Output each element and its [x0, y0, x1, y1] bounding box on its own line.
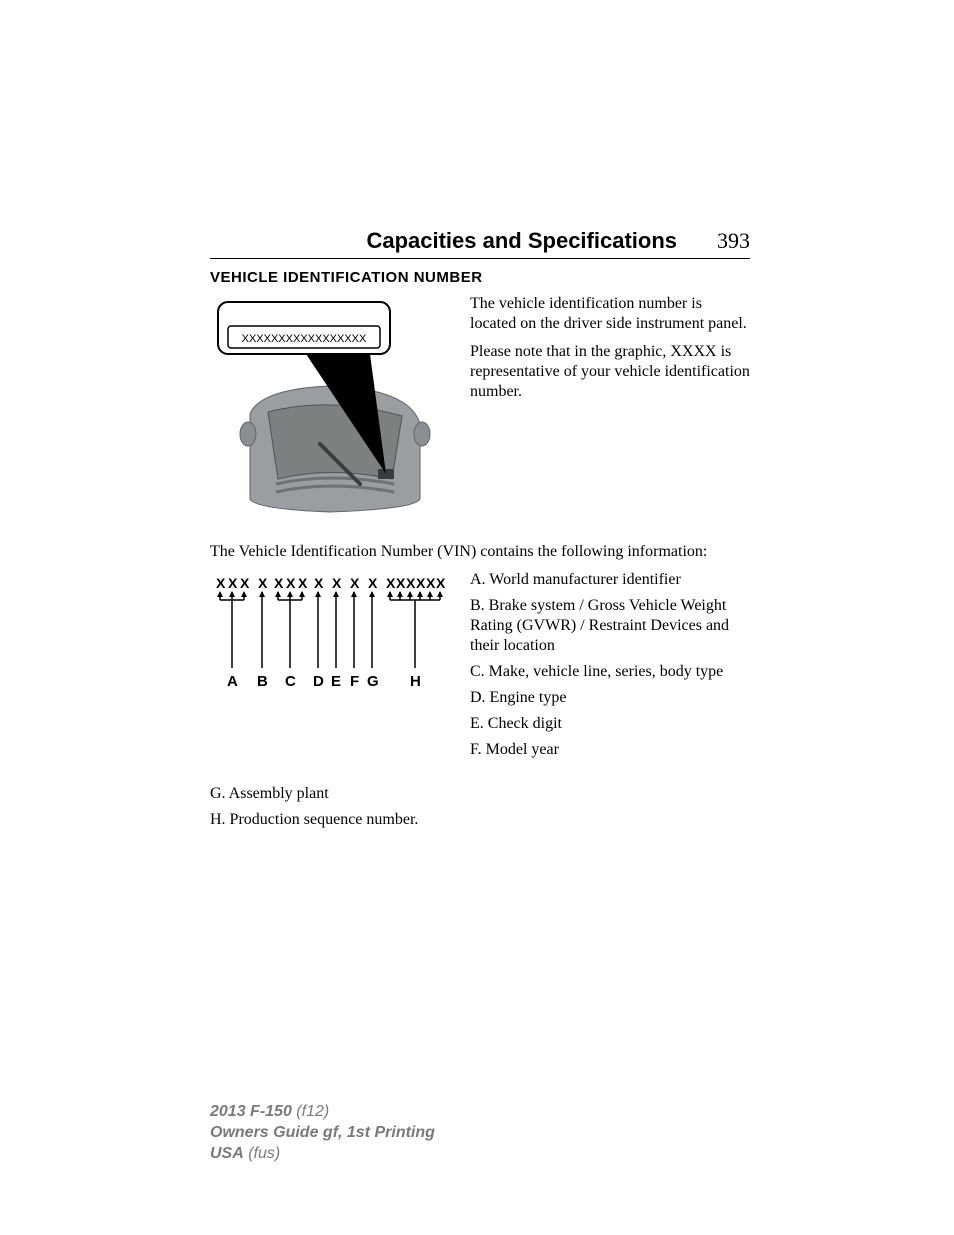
svg-text:A B C: A B C D E F G H: [227, 673, 421, 690]
legend-H: H. Production sequence number.: [210, 810, 750, 830]
page-header: Capacities and Specifications 393: [210, 228, 750, 254]
legend-A: A. World manufacturer identifier: [470, 570, 750, 590]
vin-breakdown-diagram: XXX X XXX X X X X XXXXXX: [210, 570, 452, 766]
vin-location-svg: XXXXXXXXXXXXXXXXX: [210, 294, 452, 524]
footer-model: 2013 F-150: [210, 1103, 292, 1120]
vin-label-H: H: [410, 673, 421, 690]
vin-label-G: G: [367, 673, 379, 690]
vin-label-A: A: [227, 673, 238, 690]
footer-guide: Owners Guide gf, 1st Printing: [210, 1123, 435, 1144]
legend-F: F. Model year: [470, 740, 750, 760]
page-footer: 2013 F-150 (f12) Owners Guide gf, 1st Pr…: [210, 1102, 435, 1164]
vin-sample-text: XXXXXXXXXXXXXXXXX: [242, 333, 367, 345]
legend-D: D. Engine type: [470, 688, 750, 708]
legend-G: G. Assembly plant: [210, 784, 750, 804]
vin-label-C: C: [285, 673, 296, 690]
intro-p2: Please note that in the graphic, XXXX is…: [470, 342, 750, 402]
section-heading: VEHICLE IDENTIFICATION NUMBER: [210, 269, 750, 286]
chapter-title: Capacities and Specifications: [210, 228, 717, 254]
vin-legend-below: G. Assembly plant H. Production sequence…: [210, 784, 750, 830]
vin-label-B: B: [257, 673, 268, 690]
intro-text: The vehicle identification number is loc…: [470, 294, 750, 524]
intro-p1: The vehicle identification number is loc…: [470, 294, 750, 334]
vin-label-F: F: [350, 673, 359, 690]
legend-E: E. Check digit: [470, 714, 750, 734]
footer-region-code: (fus): [244, 1145, 280, 1162]
vin-label-D: D: [313, 673, 324, 690]
footer-region: USA: [210, 1145, 244, 1162]
header-rule: [210, 258, 750, 259]
page-number: 393: [717, 228, 750, 254]
vin-contains-text: The Vehicle Identification Number (VIN) …: [210, 542, 750, 562]
legend-B: B. Brake system / Gross Vehicle Weight R…: [470, 596, 750, 656]
vin-breakdown-svg: XXX X XXX X X X X XXXXXX: [210, 570, 452, 700]
legend-C: C. Make, vehicle line, series, body type: [470, 662, 750, 682]
vin-location-figure: XXXXXXXXXXXXXXXXX: [210, 294, 452, 524]
footer-model-code: (f12): [292, 1103, 329, 1120]
svg-text:XXX X: XXX X XXX X X X X XXXXXX: [216, 575, 446, 591]
vin-label-E: E: [331, 673, 341, 690]
vin-legend-right: A. World manufacturer identifier B. Brak…: [470, 570, 750, 766]
